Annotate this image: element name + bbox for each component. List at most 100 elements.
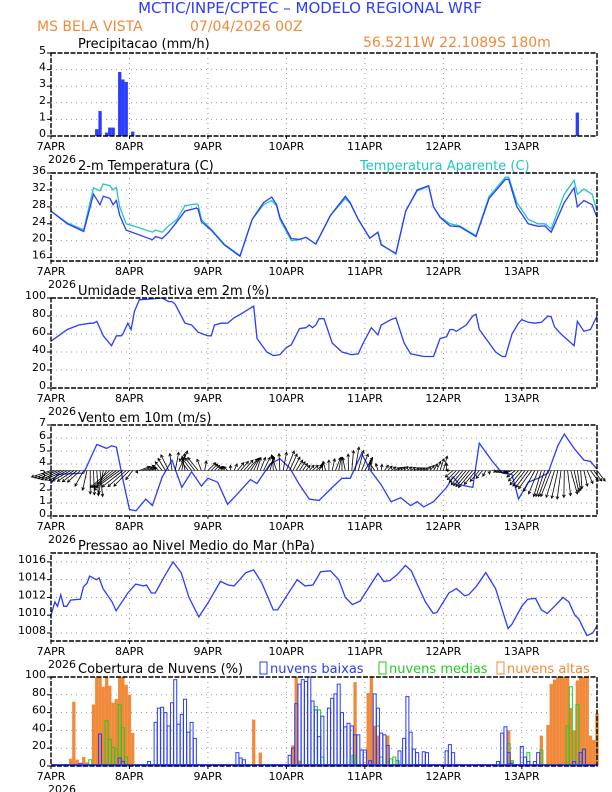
wind-arrow bbox=[184, 457, 196, 471]
year-label: 2026 bbox=[48, 278, 76, 291]
wind-arrow bbox=[67, 470, 81, 483]
wind-arrow-head bbox=[223, 466, 227, 470]
year-label: 2026 bbox=[48, 153, 76, 166]
wind-arrow-head bbox=[204, 460, 208, 464]
temp-panel: 7APR 8APR 9APR 10APR 11APR 12APR 13APR 2026 16 20… bbox=[32, 164, 598, 291]
nuvens-altas-bar bbox=[369, 676, 374, 767]
wind-arrow bbox=[256, 457, 262, 471]
wind-arrow-head bbox=[453, 482, 457, 487]
wind-arrow-head bbox=[180, 455, 185, 460]
wind-arrow bbox=[278, 453, 281, 471]
wind-arrow-head bbox=[482, 473, 486, 477]
nuvens-altas-bar bbox=[556, 676, 560, 767]
wind-arrow bbox=[436, 461, 442, 471]
wind-arrow bbox=[586, 470, 594, 484]
wind-arrow bbox=[286, 450, 295, 471]
wind-arrow-head bbox=[160, 454, 164, 458]
y-tick-label: 36 bbox=[32, 164, 46, 177]
nuvens-altas-bar bbox=[127, 694, 132, 767]
wind-arrow bbox=[390, 466, 397, 471]
nuvens-baixas-bar bbox=[382, 734, 387, 767]
y-tick-label: 20 bbox=[32, 361, 46, 374]
nuvens-baixas-bar bbox=[451, 752, 456, 767]
y-tick-label: 7 bbox=[39, 416, 46, 429]
wind-arrow-head bbox=[463, 481, 468, 486]
wind-arrow-head bbox=[294, 453, 298, 458]
wind-arrow bbox=[528, 470, 539, 495]
nuvens-baixas-bar bbox=[333, 693, 338, 767]
wind-arrow-head bbox=[590, 480, 594, 485]
y-tick-label: 5 bbox=[39, 442, 46, 455]
y-tick-label: 5 bbox=[39, 44, 46, 57]
nuvens-altas-bar bbox=[95, 676, 99, 767]
wind-arrow-head bbox=[392, 466, 397, 470]
wind-arrow-head bbox=[504, 470, 509, 474]
nuvens-baixas-bar bbox=[300, 679, 305, 767]
y-tick-label: 6 bbox=[39, 429, 46, 442]
wind-arrow bbox=[237, 462, 245, 471]
wind-arrow bbox=[509, 470, 523, 486]
x-tick-label: 13APR bbox=[504, 645, 540, 658]
nuvens-baixas-bar bbox=[447, 744, 452, 767]
nuvens-baixas-bar bbox=[336, 683, 341, 767]
wind-arrow bbox=[253, 457, 261, 471]
wind-arrow-head bbox=[40, 476, 45, 481]
y-tick-label: 0 bbox=[39, 127, 46, 140]
y-tick-label: 60 bbox=[32, 704, 46, 717]
y-tick-label: 1014 bbox=[18, 571, 46, 584]
humidity-title: Umidade Relativa em 2m (%) bbox=[78, 284, 269, 299]
nuvens-altas-bar bbox=[549, 683, 553, 767]
wind-arrow bbox=[240, 461, 249, 471]
y-tick-label: 24 bbox=[32, 215, 46, 228]
precipitacao-bar bbox=[124, 81, 128, 137]
y-tick-label: 1010 bbox=[18, 606, 46, 619]
wind-arrow-head bbox=[445, 468, 449, 473]
wind-arrow bbox=[187, 457, 199, 471]
nuvens-baixas-bar bbox=[192, 737, 197, 767]
x-tick-label: 13APR bbox=[504, 520, 540, 533]
plot-frame bbox=[50, 424, 598, 517]
temperatura-aparente-line bbox=[50, 176, 598, 257]
wind-arrow bbox=[101, 470, 124, 488]
wind-arrow bbox=[125, 470, 134, 480]
nuvens-baixas-bar bbox=[385, 745, 390, 767]
wind-arrow-head bbox=[374, 462, 379, 467]
nuvens-altas-bar bbox=[91, 704, 96, 767]
wind-arrow bbox=[370, 460, 372, 471]
nuvens-baixas-bar bbox=[307, 676, 312, 767]
wind-arrow-head bbox=[154, 461, 159, 465]
wind-arrow-head bbox=[262, 456, 267, 461]
wind-arrow bbox=[403, 466, 409, 471]
wind-arrow bbox=[596, 470, 606, 482]
x-tick-label: 13APR bbox=[504, 392, 540, 405]
nuvens-baixas-bar bbox=[415, 752, 420, 767]
wind-arrow bbox=[271, 454, 277, 471]
x-tick-label: 9APR bbox=[194, 770, 223, 783]
wind-arrow-head bbox=[245, 460, 249, 465]
wind-arrow-head bbox=[438, 460, 442, 465]
nuvens-baixas-bar bbox=[156, 707, 161, 767]
wind-arrow-head bbox=[512, 483, 516, 487]
wind-arrow-head bbox=[545, 494, 549, 499]
wind-arrow-head bbox=[30, 474, 35, 478]
wind-arrow-head bbox=[187, 456, 191, 461]
wind-arrow-head bbox=[579, 485, 584, 490]
x-tick-label: 10APR bbox=[268, 392, 304, 405]
wind-arrow bbox=[139, 466, 150, 471]
wind-arrow bbox=[204, 460, 207, 471]
wind-arrow bbox=[196, 459, 202, 471]
wind-arrow-head bbox=[315, 464, 319, 469]
nuvens-baixas-bar bbox=[235, 752, 240, 767]
wind-arrow-head bbox=[493, 469, 498, 473]
y-tick-label: 16 bbox=[32, 249, 46, 262]
x-tick-label: 11APR bbox=[347, 392, 383, 405]
y-tick-label: 28 bbox=[32, 198, 46, 211]
wind-arrow-head bbox=[33, 475, 38, 479]
wind-arrow bbox=[475, 470, 483, 479]
wind-arrow-head bbox=[250, 459, 254, 464]
wind-arrow-head bbox=[307, 464, 311, 469]
y-tick-label: 20 bbox=[32, 232, 46, 245]
wind-arrow-head bbox=[532, 493, 537, 498]
wind-arrow bbox=[416, 467, 423, 471]
wind-arrow-head bbox=[448, 479, 453, 483]
